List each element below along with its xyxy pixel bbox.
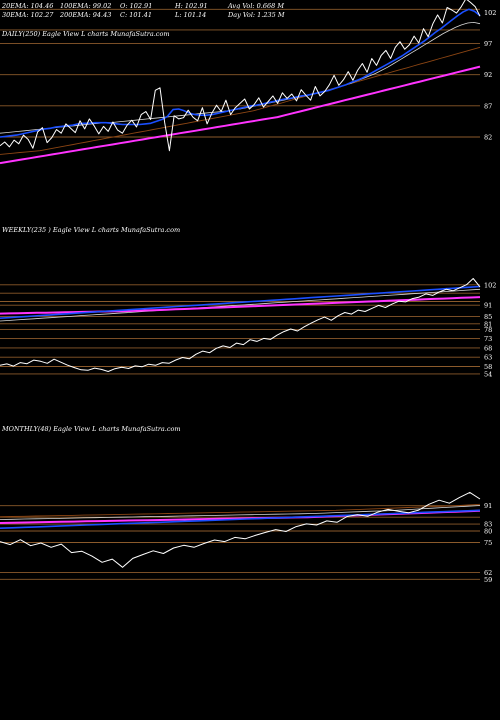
monthly-y-tick-label: 75 [484,539,492,547]
day-vol-readout: Day Vol: 1.235 M [227,11,285,19]
monthly-ema-fast-line [0,509,481,529]
weekly-y-tick-label: 91 [484,302,492,310]
weekly-panel-label: WEEKLY(235 ) Eagle View L charts MunafaS… [2,226,180,234]
weekly-ema-mid-line [0,288,481,322]
weekly-y-tick-label: 68 [484,344,492,352]
low-readout: L: 101.14 [174,11,206,19]
monthly-ema-brown-line [0,503,481,518]
weekly-ema-fast-line [0,285,481,319]
weekly-y-tick-label: 63 [484,354,492,362]
daily-y-tick-label: 82 [484,134,492,142]
weekly-price-line [0,278,481,372]
ema200-readout: 200EMA: 94.43 [59,11,111,19]
monthly-y-tick-label: 62 [484,569,492,577]
ema30-readout: 30EMA: 102.27 [2,11,54,19]
close-readout: C: 101.41 [120,11,152,19]
weekly-y-tick-label: 85 [484,313,492,321]
monthly-y-tick-label: 91 [484,502,492,510]
daily-chart-panel: DAILY(250) Eagle View L charts MunafaSut… [0,0,496,165]
daily-panel-label: DAILY(250) Eagle View L charts MunafaSut… [1,30,170,38]
daily-ema-brown-line [0,46,481,155]
monthly-panel-label: MONTHLY(48) Eagle View L charts MunafaSu… [1,425,181,433]
daily-y-tick-label: 102 [484,9,496,17]
daily-price-line [0,0,481,152]
monthly-price-line [0,491,481,568]
open-readout: O: 102.91 [120,2,152,10]
daily-ema-slow-line [0,65,481,165]
ema100-readout: 100EMA: 99.02 [60,2,111,10]
weekly-y-tick-label: 102 [484,281,496,289]
daily-y-tick-label: 97 [484,40,492,48]
weekly-y-tick-label: 78 [484,326,492,334]
high-readout: H: 102.91 [174,2,208,10]
ema20-readout: 20EMA: 104.46 [1,2,53,10]
monthly-ema-mid-line [0,505,481,520]
monthly-y-tick-label: 59 [484,576,492,584]
weekly-chart-panel: WEEKLY(235 ) Eagle View L charts MunafaS… [0,226,496,378]
avg-vol-readout: Avg Vol: 0.668 M [227,2,284,10]
monthly-chart-panel: MONTHLY(48) Eagle View L charts MunafaSu… [0,425,492,584]
daily-y-tick-label: 87 [484,102,492,110]
weekly-y-tick-label: 73 [484,335,492,343]
monthly-y-tick-label: 80 [484,528,492,536]
daily-y-tick-label: 92 [484,71,492,79]
weekly-y-tick-label: 81 [484,320,492,328]
weekly-y-tick-label: 54 [484,370,492,378]
header-readout: 20EMA: 104.46 100EMA: 99.02 O: 102.91 H:… [1,2,285,19]
daily-ema-fast-line [0,8,481,138]
weekly-ema-slow-line [0,296,481,315]
monthly-y-tick-label: 83 [484,521,492,529]
weekly-y-tick-label: 58 [484,363,492,371]
